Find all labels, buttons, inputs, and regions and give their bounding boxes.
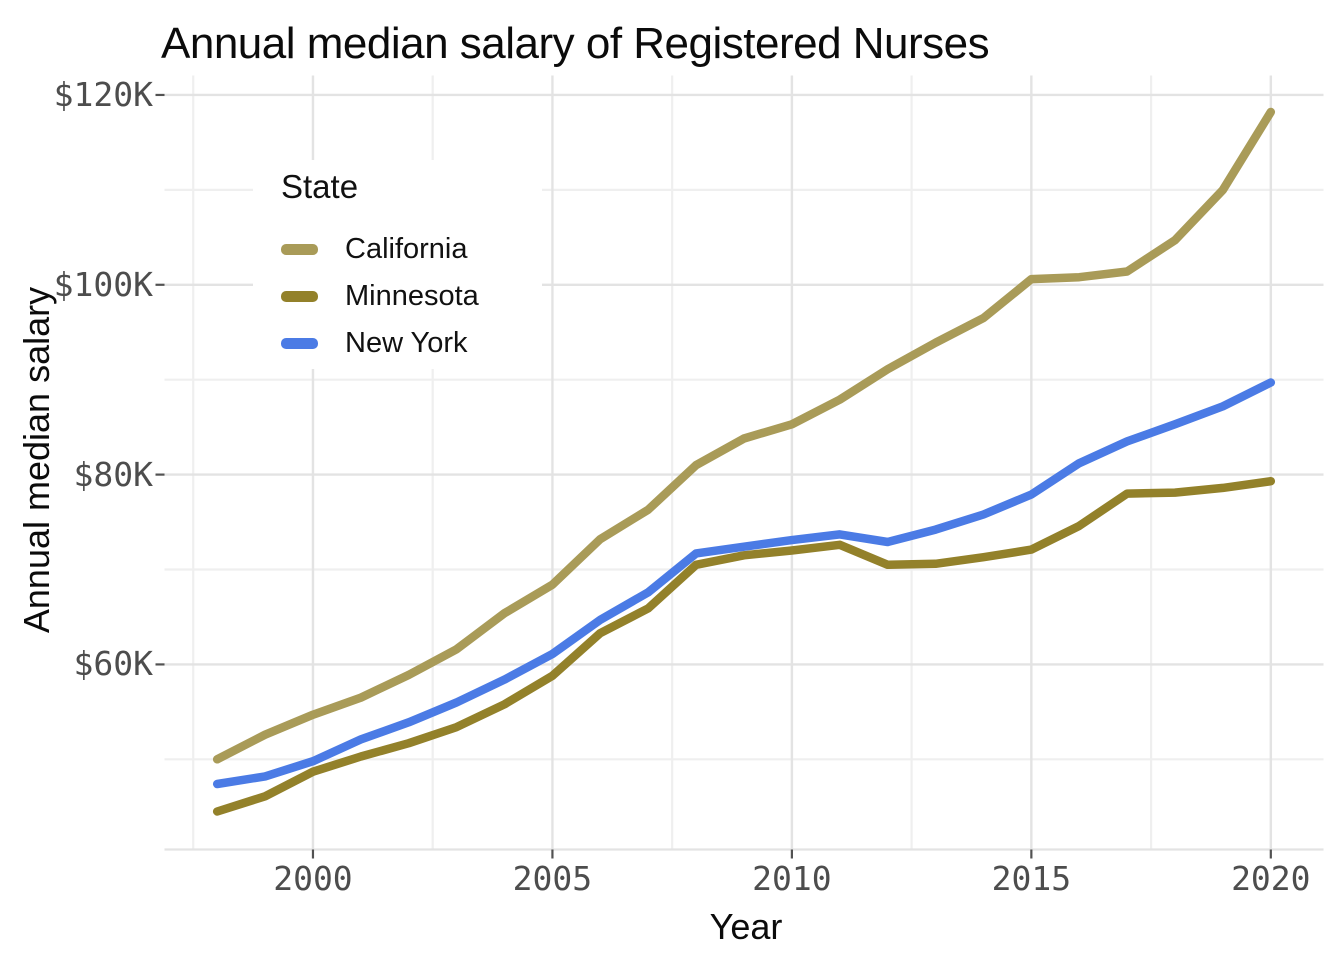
x-tick-label-2015: 2015	[991, 859, 1072, 898]
legend-title: State	[281, 168, 359, 205]
x-tick-label-2005: 2005	[512, 859, 593, 898]
legend-label-california: California	[345, 233, 468, 265]
legend-swatch-minnesota	[281, 291, 318, 302]
series-line-california	[212, 107, 1276, 764]
legend-item-new-york: New York	[281, 320, 542, 367]
y-tick-label-80: $80K	[73, 454, 153, 494]
x-axis-title: Year	[709, 906, 783, 947]
series-line-minnesota	[212, 476, 1276, 816]
x-tick-label-2020: 2020	[1231, 859, 1311, 898]
y-tick-label-100: $100K	[53, 264, 153, 304]
x-tick-label-2010: 2010	[752, 859, 832, 898]
legend-item-minnesota: Minnesota	[281, 273, 542, 320]
x-tick-label-2000: 2000	[273, 859, 353, 898]
series-line-new-york	[212, 378, 1276, 789]
y-tick-label-120: $120K	[53, 74, 153, 114]
chart-title: Annual median salary of Registered Nurse…	[161, 19, 990, 68]
legend-label-minnesota: Minnesota	[345, 280, 479, 312]
legend-swatch-new-york	[281, 338, 318, 349]
y-tick-label-60: $60K	[73, 644, 153, 684]
legend-item-california: California	[281, 226, 542, 273]
legend-label-new-york: New York	[345, 327, 468, 359]
legend-swatch-california	[281, 244, 318, 255]
legend: State California Minnesota New York	[253, 160, 542, 369]
